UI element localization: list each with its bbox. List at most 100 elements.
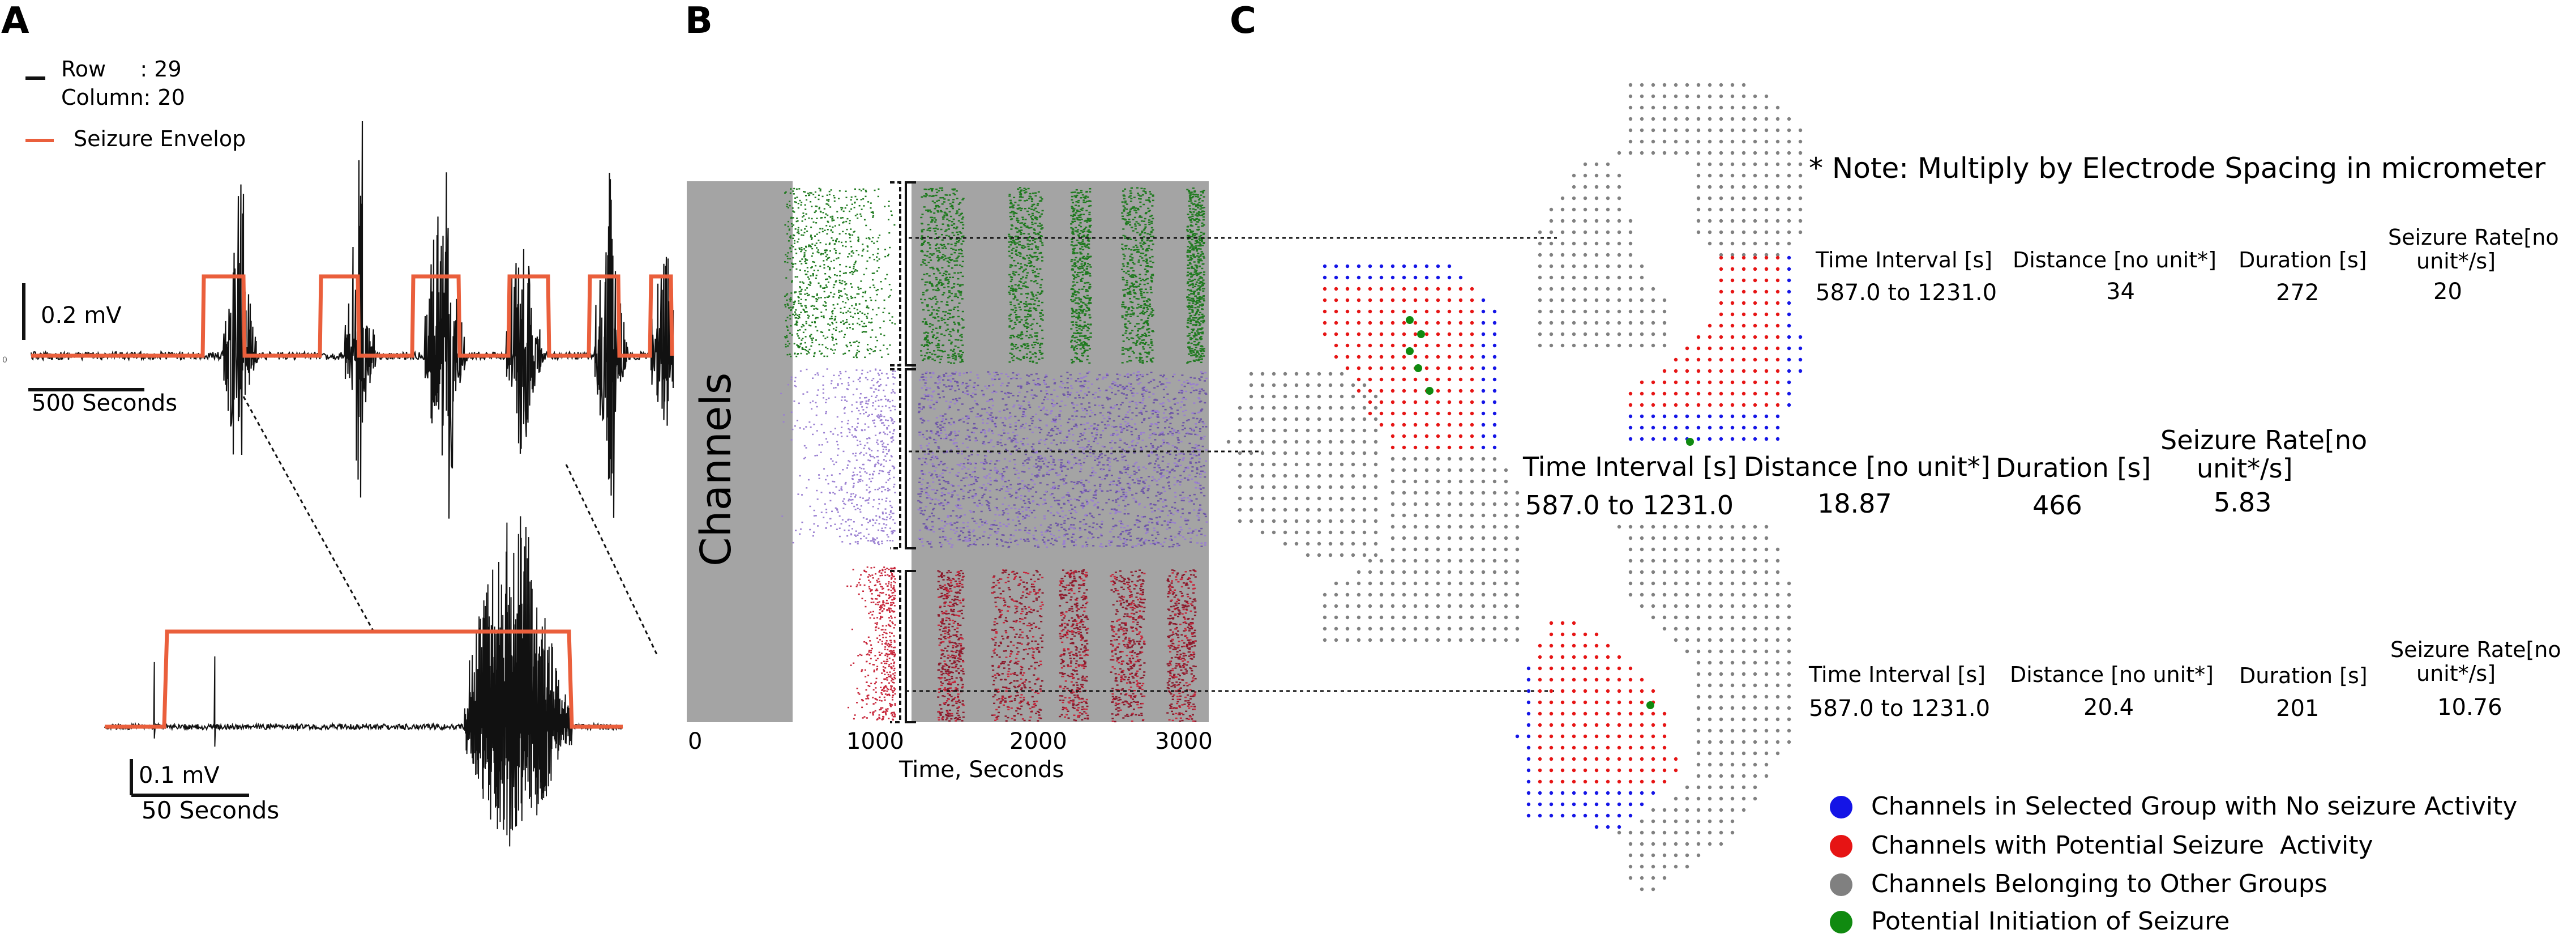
raster-spike: [872, 215, 875, 217]
raster-spike: [932, 268, 935, 270]
raster-spike: [1076, 274, 1079, 276]
raster-spike: [1044, 376, 1047, 378]
raster-spike: [1084, 343, 1086, 344]
raster-spike: [1145, 265, 1148, 267]
raster-spike: [1077, 199, 1080, 202]
raster-spike: [865, 291, 867, 292]
raster-spike: [1146, 250, 1149, 251]
raster-spike: [940, 519, 943, 522]
raster-spike: [955, 264, 958, 266]
raster-spike: [835, 329, 837, 331]
raster-spike: [825, 243, 827, 245]
raster-spike: [867, 540, 870, 542]
raster-spike: [805, 299, 807, 301]
raster-spike: [923, 195, 926, 197]
raster-spike: [890, 705, 892, 707]
raster-spike: [1192, 292, 1195, 295]
raster-spike: [799, 293, 801, 295]
raster-spike: [1071, 295, 1074, 297]
eeg-trace-long: [30, 121, 674, 519]
raster-spike: [805, 246, 807, 248]
raster-spike: [1033, 303, 1036, 305]
raster-spike: [959, 294, 962, 296]
raster-spike: [1073, 311, 1076, 313]
raster-spike: [935, 344, 938, 347]
raster-spike: [875, 691, 877, 693]
raster-spike: [801, 234, 803, 236]
raster-spike: [876, 382, 878, 383]
raster-spike: [1187, 306, 1189, 308]
raster-spike: [869, 575, 871, 577]
raster-spike: [1193, 354, 1196, 356]
raster-spike: [1138, 224, 1141, 226]
raster-spike: [890, 650, 892, 651]
raster-spike: [1022, 356, 1025, 357]
raster-spike: [924, 355, 927, 357]
raster-spike: [938, 528, 941, 530]
raster-spike: [987, 483, 990, 484]
raster-spike: [1152, 357, 1154, 359]
raster-spike: [957, 296, 960, 299]
raster-spike: [824, 301, 826, 302]
raster-spike: [885, 625, 888, 627]
raster-spike: [1037, 225, 1039, 227]
raster-spike: [1201, 317, 1204, 319]
raster-spike: [826, 254, 828, 255]
raster-spike: [824, 251, 827, 254]
raster-spike: [882, 718, 884, 720]
raster-spike: [1026, 199, 1029, 201]
raster-spike: [1089, 266, 1092, 268]
raster-spike: [926, 339, 929, 341]
raster-spike: [1197, 279, 1200, 281]
raster-spike: [1032, 361, 1034, 363]
raster-spike: [952, 218, 955, 220]
raster-spike: [810, 282, 812, 284]
raster-spike: [1141, 360, 1144, 361]
raster-spike: [840, 523, 842, 525]
raster-spike: [880, 653, 883, 654]
raster-spike: [1008, 233, 1011, 236]
raster-spike: [799, 286, 801, 288]
raster-spike: [794, 313, 797, 315]
raster-spike: [795, 252, 798, 254]
raster-spike: [885, 677, 888, 679]
raster-spike: [1041, 279, 1043, 280]
raster-spike: [834, 349, 836, 351]
raster-spike: [889, 344, 891, 346]
raster-spike: [1146, 317, 1149, 319]
raster-spike: [785, 277, 788, 279]
raster-spike: [1116, 386, 1119, 387]
raster-spike: [879, 420, 882, 421]
raster-spike: [832, 328, 835, 330]
raster-spike: [1122, 218, 1124, 220]
raster-spike: [1136, 374, 1139, 376]
raster-spike: [1164, 408, 1167, 411]
raster-spike: [1079, 271, 1081, 274]
raster-spike: [879, 609, 881, 611]
raster-spike: [876, 450, 879, 452]
raster-spike: [952, 308, 955, 310]
raster-spike: [893, 589, 896, 590]
raster-spike: [1136, 334, 1139, 336]
raster-spike: [811, 339, 814, 341]
raster-spike: [1039, 238, 1042, 240]
raster-spike: [856, 702, 858, 704]
raster-spike: [1023, 302, 1026, 305]
raster-spike: [888, 664, 891, 666]
raster-spike: [1200, 191, 1203, 193]
raster-spike: [1126, 203, 1128, 205]
raster-spike: [1139, 278, 1141, 279]
raster-spike: [825, 527, 827, 528]
raster-spike: [1086, 273, 1089, 275]
raster-spike: [785, 191, 787, 193]
raster-spike: [885, 481, 887, 484]
raster-spike: [1132, 338, 1135, 339]
raster-spike: [1192, 330, 1195, 331]
raster-spike: [1123, 442, 1126, 444]
raster-spike: [1017, 188, 1020, 190]
raster-spike: [831, 380, 833, 382]
raster-spike: [874, 522, 876, 524]
raster-spike: [893, 713, 896, 714]
raster-spike: [882, 625, 884, 627]
raster-spike: [784, 224, 786, 226]
